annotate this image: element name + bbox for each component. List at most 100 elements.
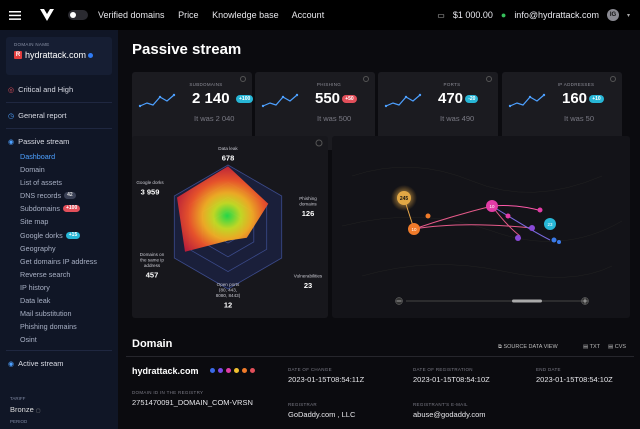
export-txt-button[interactable]: ▤ TXT: [583, 344, 601, 350]
nav-verified-domains[interactable]: Verified domains: [98, 10, 165, 20]
radar-axis-label: (80, 443,: [219, 288, 237, 293]
stat-change-badge: +50: [342, 95, 357, 103]
theme-toggle[interactable]: [68, 10, 88, 20]
graph-node-small[interactable]: [529, 225, 535, 231]
graph-node-245[interactable]: [397, 191, 411, 205]
sidebar-item-label: Domain: [20, 165, 45, 175]
sidebar-item-mail-substitution[interactable]: Mail substitution: [0, 307, 118, 320]
chevron-down-icon[interactable]: ▾: [626, 12, 630, 19]
nav-account[interactable]: Account: [291, 10, 325, 20]
sidebar-item-label: Reverse search: [20, 269, 71, 279]
sidebar-item-label: DNS records: [20, 191, 62, 201]
user-email[interactable]: info@hydrattack.com: [514, 10, 599, 20]
sidebar-item-active-stream[interactable]: ◉ Active stream: [0, 355, 118, 372]
registrar-value: GoDaddy.com , LLC: [288, 410, 356, 419]
menu-icon[interactable]: [0, 0, 30, 30]
graph-edges: [403, 197, 551, 241]
registration-value: 2023-01-15T08:54:10Z: [413, 375, 490, 384]
domain-card-label: DOMAIN NAME: [14, 42, 50, 47]
graph-node-small[interactable]: [515, 235, 521, 241]
sidebar-item-osint[interactable]: Osint: [0, 333, 118, 346]
sidebar-item-dns-records[interactable]: DNS records 42: [0, 189, 118, 202]
radar-axis-value: 23: [304, 281, 312, 290]
graph-node-10b[interactable]: [486, 200, 498, 212]
info-icon[interactable]: [486, 76, 492, 82]
graph-node-label: 10: [411, 227, 417, 232]
graph-node-10a[interactable]: [408, 223, 420, 235]
avatar[interactable]: IG: [606, 9, 619, 21]
registry-value: 2751470091_DOMAIN_COM-VRSN: [132, 398, 253, 407]
domain-info-name: hydrattack.com: [132, 366, 199, 376]
info-icon: [315, 139, 323, 147]
status-dots: [210, 368, 255, 373]
graph-node-small[interactable]: [505, 213, 511, 219]
radar-axis-label: Data leak: [218, 146, 238, 151]
graph-node-small[interactable]: [425, 213, 431, 219]
stat-label: IP ADDRESSES: [557, 82, 595, 87]
sidebar-item-label: Google dorks: [20, 230, 63, 240]
graph-node-label: 23: [547, 222, 553, 227]
sidebar-item-label: Phishing domains: [20, 322, 77, 332]
sidebar-item-passive-stream[interactable]: ◉ Passive stream: [0, 133, 118, 150]
network-graph: 245 10 10 23: [341, 166, 623, 305]
change-label: DATE OF CHANGE: [288, 367, 332, 372]
stat-previous: It was 2 040: [194, 114, 235, 123]
sidebar-item-data-leak[interactable]: Data leak: [0, 294, 118, 307]
sidebar-item-list-of-assets[interactable]: List of assets: [0, 176, 118, 189]
stream-icon: ◉: [8, 360, 15, 368]
logo-icon[interactable]: [30, 8, 64, 22]
radar-axis-value: 3 959: [141, 188, 160, 197]
stat-label: PORTS: [443, 82, 461, 87]
nav-price[interactable]: Price: [178, 10, 199, 20]
sidebar-item-geography[interactable]: Geography: [0, 242, 118, 255]
graph-node-23[interactable]: [544, 218, 556, 230]
info-icon[interactable]: [240, 76, 246, 82]
source-data-view-link[interactable]: ⧉ SOURCE DATA VIEW: [498, 344, 558, 350]
sidebar-item-general-report[interactable]: ◷ General report: [0, 107, 118, 124]
sidebar-item-reverse-search[interactable]: Reverse search: [0, 268, 118, 281]
sidebar-item-critical[interactable]: ◎ Critical and High: [0, 81, 118, 98]
export-csv-button[interactable]: ▤ CVS: [608, 344, 627, 350]
domain-initial: R: [14, 51, 22, 59]
radar-axis-label: the same ip: [140, 258, 164, 263]
sidebar-item-google-dorks[interactable]: Google dorks +15: [0, 229, 118, 242]
sidebar-item-get-domains-ip-address[interactable]: Get domains IP address: [0, 255, 118, 268]
radar-axis-label: Google dorks: [136, 180, 164, 185]
stat-label: SUBDOMAINS: [189, 82, 223, 87]
sidebar-item-label: Active stream: [18, 359, 64, 369]
sidebar-item-label: List of assets: [20, 178, 62, 188]
graph-node-small[interactable]: [551, 237, 557, 243]
graph-node-small[interactable]: [537, 207, 543, 213]
sidebar-item-phishing-domains[interactable]: Phishing domains: [0, 320, 118, 333]
info-icon[interactable]: [610, 76, 616, 82]
balance[interactable]: $1 000.00: [452, 10, 493, 20]
sidebar-item-label: Subdomains: [20, 204, 60, 214]
report-icon: ◷: [8, 112, 15, 120]
zoom-slider[interactable]: [395, 297, 589, 305]
user-status-icon: ●: [500, 10, 507, 20]
sidebar-item-ip-history[interactable]: IP history: [0, 281, 118, 294]
graph-node-small[interactable]: [557, 240, 561, 244]
sidebar-item-site-map[interactable]: Site map: [0, 215, 118, 228]
sidebar-item-label: Osint: [20, 335, 37, 345]
stat-value: 160: [562, 90, 588, 107]
sidebar-item-dashboard[interactable]: Dashboard: [0, 150, 118, 163]
top-bar: Verified domains Price Knowledge base Ac…: [0, 0, 640, 30]
sparkline: [508, 93, 546, 108]
map-background: [341, 166, 623, 278]
count-badge: 42: [64, 192, 76, 200]
stat-label: PHISHING: [316, 82, 342, 87]
stream-icon: ◉: [8, 138, 15, 146]
sidebar-item-domain[interactable]: Domain: [0, 163, 118, 176]
info-icon[interactable]: [363, 76, 369, 82]
radar-axis-value: 457: [146, 271, 159, 280]
radar-axis-label: domains: [299, 202, 317, 207]
sparkline: [384, 93, 422, 108]
nav-knowledge-base[interactable]: Knowledge base: [212, 10, 279, 20]
network-map-panel[interactable]: 245 10 10 23: [332, 136, 630, 318]
stat-change-badge: -20: [465, 95, 479, 103]
stat-value: 470: [438, 90, 464, 107]
sidebar-item-subdomains[interactable]: Subdomains +100: [0, 202, 118, 215]
